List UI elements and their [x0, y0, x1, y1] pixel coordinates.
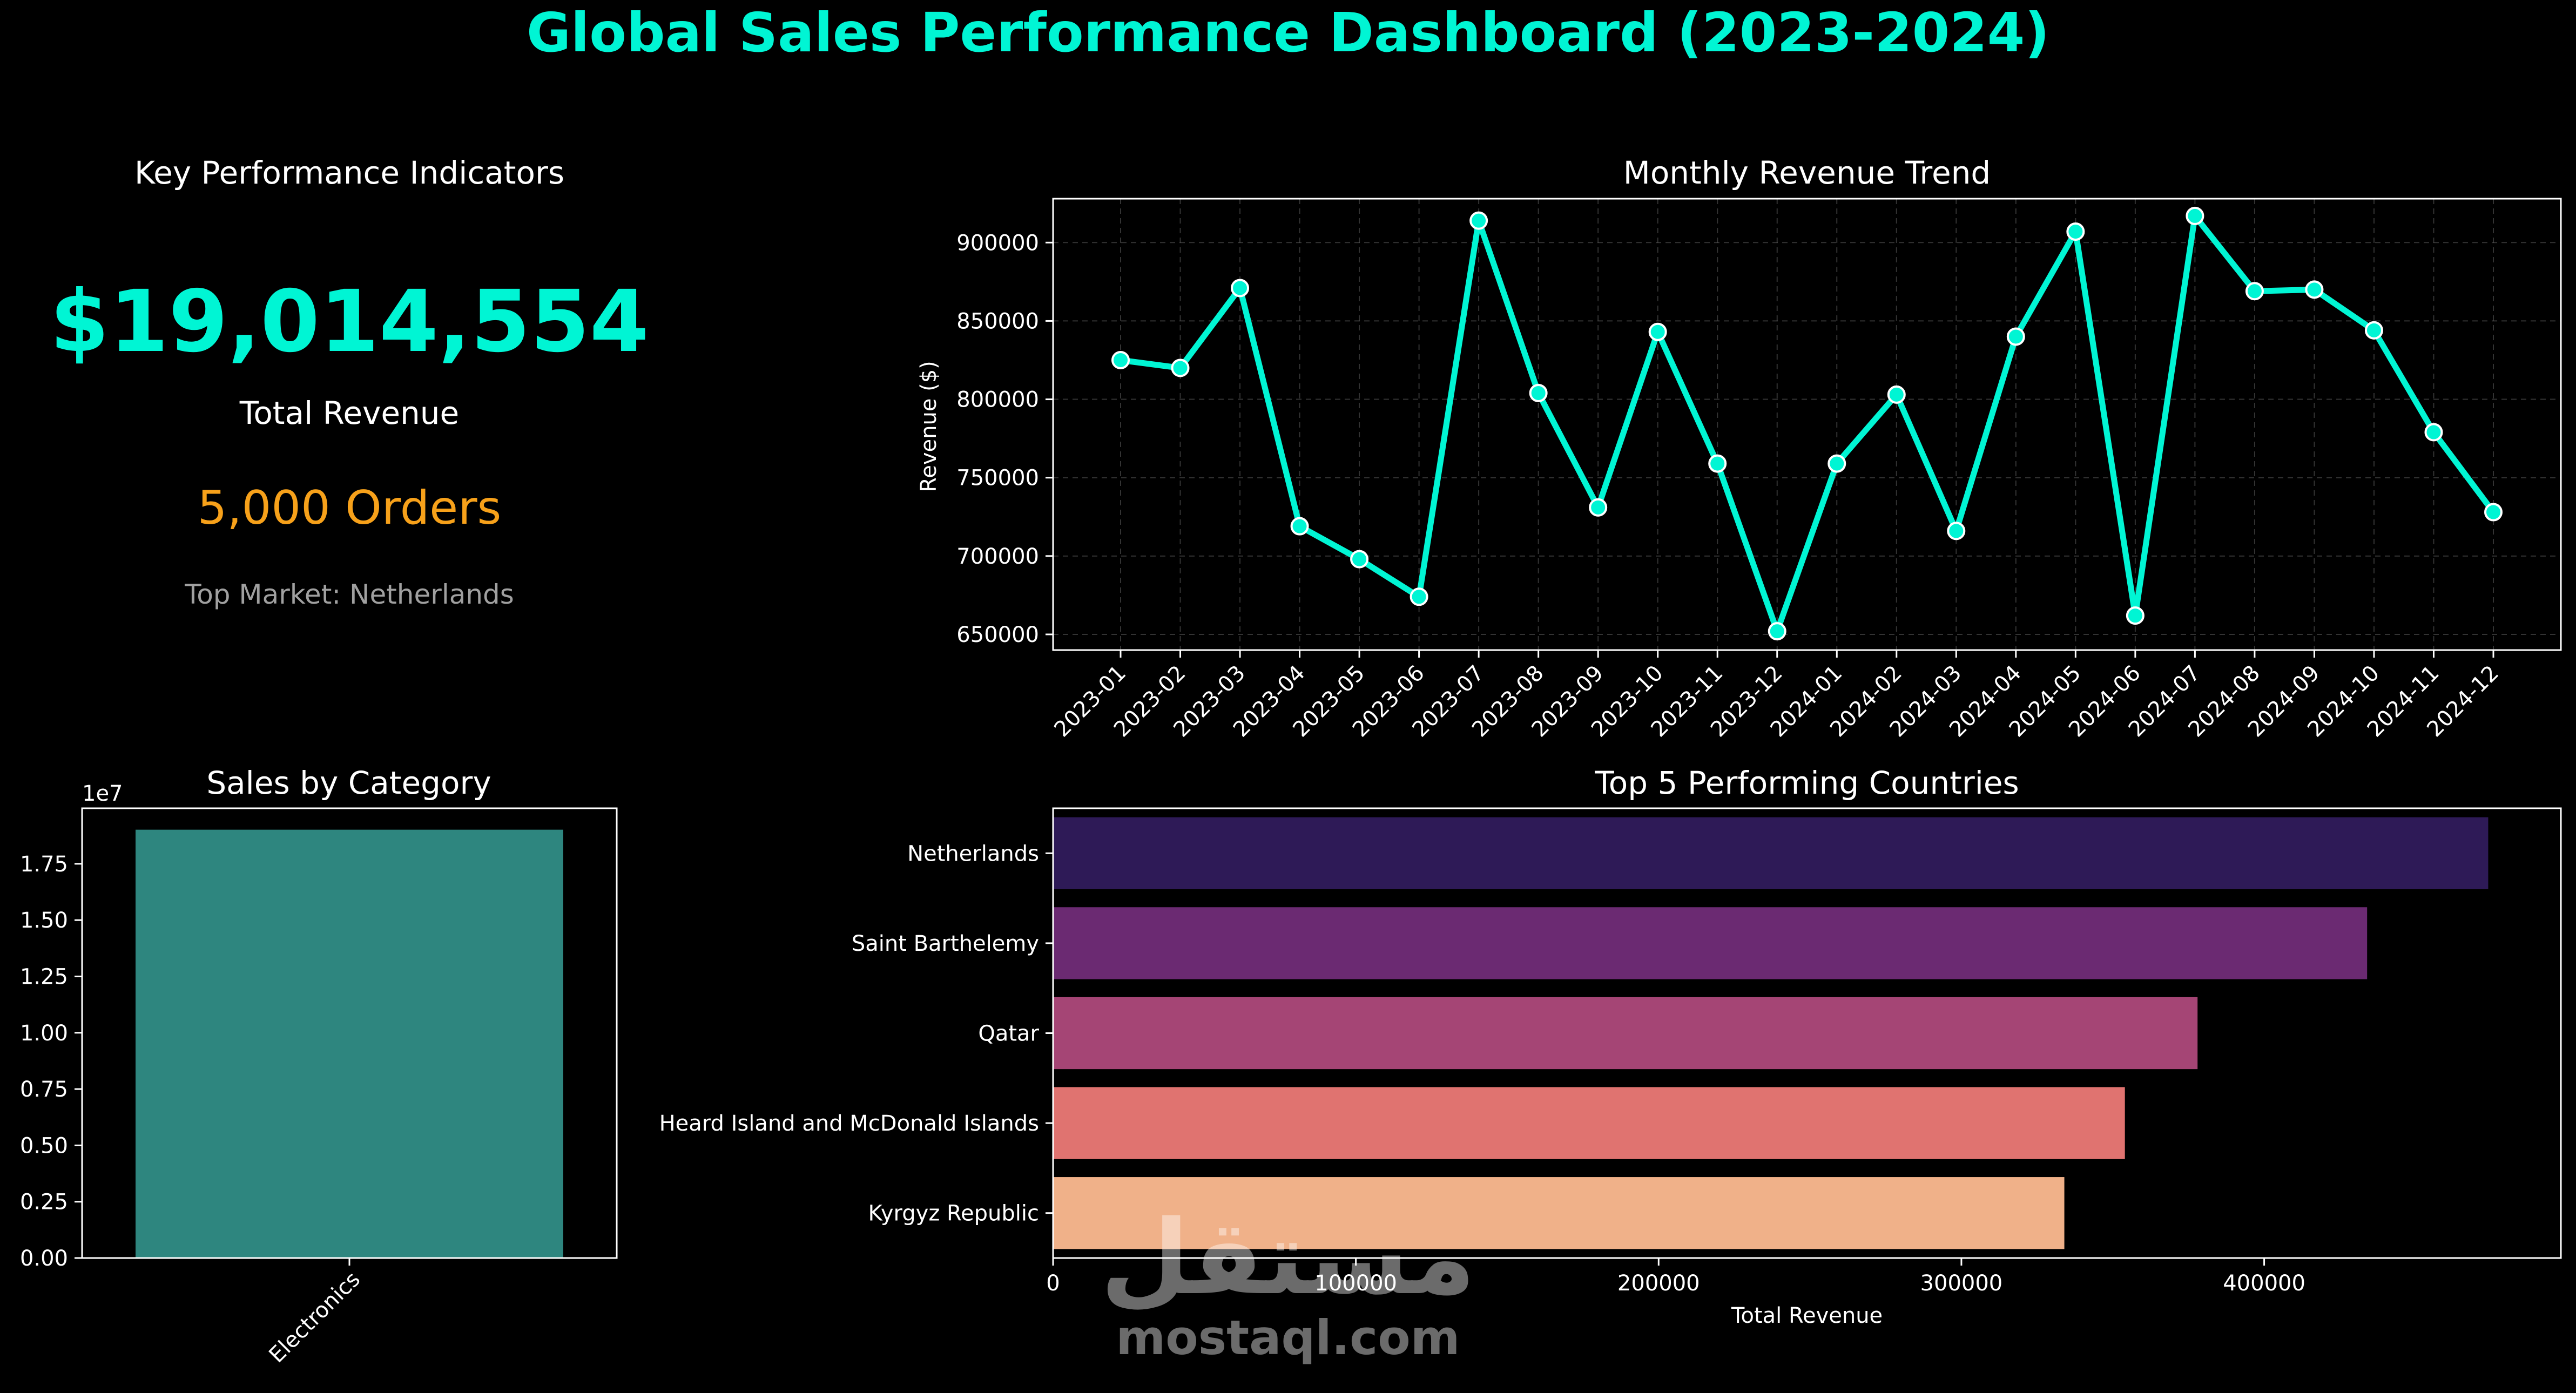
monthly-y-tick-label: 900000: [956, 231, 1039, 255]
category-y-tick-label: 0.25: [20, 1190, 68, 1215]
countries-chart-title: Top 5 Performing Countries: [1594, 765, 2019, 801]
country-bar: [1053, 997, 2198, 1070]
country-bar: [1053, 1087, 2125, 1159]
monthly-revenue-point: [2006, 327, 2025, 346]
monthly-revenue-point: [2364, 321, 2383, 340]
category-y-tick-label: 1.00: [20, 1021, 68, 1046]
country-x-tick-label: 400000: [2223, 1271, 2305, 1296]
country-y-tick-label: Kyrgyz Republic: [868, 1201, 1039, 1226]
category-plot-frame: [81, 807, 618, 1259]
category-y-tick-label: 0.50: [20, 1133, 68, 1158]
watermark-arabic: مستقل: [1101, 1198, 1476, 1317]
monthly-y-tick-label: 700000: [956, 544, 1039, 569]
monthly-revenue-point: [2126, 606, 2145, 625]
top-countries-chart: Top 5 Performing Countries Netherlands Sa…: [659, 765, 2562, 1328]
country-y-tick-label: Netherlands: [907, 841, 1039, 866]
kpi-panel: Key Performance Indicators $19,014,554 T…: [50, 154, 649, 610]
monthly-revenue-point: [1350, 550, 1369, 569]
monthly-revenue-point: [1648, 322, 1667, 341]
watermark: مستقل mostaql.com: [1101, 1198, 1476, 1365]
kpi-title: Key Performance Indicators: [134, 154, 564, 191]
dashboard-title: Global Sales Performance Dashboard (2023…: [527, 1, 2049, 64]
category-chart-title: Sales by Category: [206, 765, 491, 801]
monthly-revenue-line: [1120, 213, 2496, 634]
monthly-revenue-point: [2245, 282, 2264, 301]
monthly-revenue-point: [1708, 454, 1727, 473]
country-y-tick-label: Qatar: [978, 1022, 1039, 1046]
monthly-y-tick-label: 750000: [956, 466, 1039, 491]
monthly-revenue-point: [1529, 383, 1548, 402]
category-y-tick-label: 1.25: [20, 964, 68, 989]
watermark-latin: mostaql.com: [1116, 1310, 1460, 1365]
country-x-tick-label: 0: [1046, 1271, 1060, 1296]
countries-plot-frame: [1052, 807, 2562, 1259]
category-y-tick-label: 0.75: [20, 1077, 68, 1102]
monthly-plot-frame: [1052, 198, 2562, 651]
monthly-revenue-point: [1111, 350, 1130, 369]
country-x-tick-label: 100000: [1314, 1271, 1397, 1296]
total-revenue-label: Total Revenue: [239, 395, 459, 431]
monthly-revenue-point: [1410, 587, 1428, 606]
monthly-revenue-point: [1290, 517, 1309, 536]
monthly-revenue-point: [1231, 279, 1250, 297]
monthly-y-axis-label: Revenue ($): [916, 361, 941, 492]
monthly-revenue-point: [1887, 385, 1906, 404]
monthly-revenue-point: [1171, 359, 1190, 377]
countries-x-axis-label: Total Revenue: [1731, 1303, 1883, 1328]
country-x-tick-label: 200000: [1617, 1271, 1700, 1296]
monthly-revenue-point: [2305, 280, 2324, 299]
monthly-revenue-point: [2186, 206, 2204, 225]
category-offset-label: 1e7: [82, 781, 123, 806]
monthly-y-tick-label: 650000: [956, 623, 1039, 647]
monthly-revenue-point: [1589, 498, 1608, 517]
category-bar: [136, 829, 563, 1258]
country-bar: [1053, 907, 2368, 979]
total-revenue-value: $19,014,554: [50, 272, 649, 371]
monthly-y-tick-label: 800000: [956, 388, 1039, 413]
top-market: Top Market: Netherlands: [184, 579, 514, 610]
country-bar: [1053, 1177, 2065, 1249]
country-y-tick-label: Heard Island and McDonald Islands: [659, 1111, 1039, 1136]
category-y-tick-label: 1.50: [20, 908, 68, 933]
monthly-revenue-point: [2484, 503, 2503, 522]
monthly-revenue-point: [1768, 622, 1786, 641]
monthly-chart-title: Monthly Revenue Trend: [1623, 154, 1991, 191]
monthly-revenue-point: [1947, 522, 1966, 540]
category-y-tick-label: 0.00: [20, 1246, 68, 1271]
monthly-revenue-point: [2066, 222, 2085, 241]
country-y-tick-label: Saint Barthelemy: [852, 931, 1039, 956]
monthly-revenue-point: [1828, 454, 1846, 473]
category-y-tick-label: 1.75: [20, 852, 68, 877]
monthly-revenue-point: [1469, 211, 1488, 230]
orders-count: 5,000 Orders: [198, 481, 502, 535]
country-bar: [1053, 817, 2489, 889]
monthly-revenue-point: [2424, 423, 2443, 442]
country-x-tick-label: 300000: [1920, 1271, 2003, 1296]
monthly-y-tick-label: 850000: [956, 309, 1039, 334]
